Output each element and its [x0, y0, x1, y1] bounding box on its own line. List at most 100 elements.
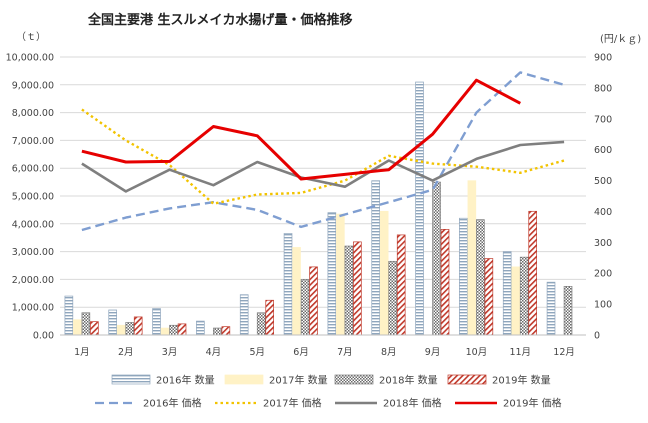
legend-label: 2019年 価格: [503, 397, 562, 410]
bar: [125, 322, 135, 336]
bar: [440, 229, 450, 336]
y-right-tick-label: 100: [594, 300, 612, 311]
bar: [511, 266, 521, 336]
bar: [546, 281, 556, 336]
x-tick-label: 2月: [118, 347, 134, 358]
y-left-tick-label: 0.00: [33, 331, 54, 342]
bar: [396, 234, 406, 336]
bar: [484, 258, 494, 336]
bar: [371, 180, 381, 336]
bar: [160, 327, 170, 336]
gridlines: [60, 56, 586, 336]
bar: [476, 219, 485, 336]
legend-label: 2019年 数量: [492, 374, 551, 387]
bar: [353, 241, 362, 336]
bar: [221, 326, 231, 336]
y-left-tick-label: 7,000.00: [12, 136, 54, 147]
legend-swatch: [111, 374, 151, 385]
bar: [467, 180, 477, 336]
y-left-tick-label: 8,000.00: [12, 108, 54, 119]
legend-swatch: [447, 374, 487, 385]
y-right-tick-label: 900: [594, 53, 612, 64]
y-left-unit: （ｔ）: [16, 31, 46, 43]
y-right-tick-label: 500: [594, 176, 612, 187]
bar: [265, 299, 275, 336]
bar: [108, 309, 118, 336]
bar: [177, 323, 187, 336]
legend: 2016年 数量 2017年 数量 2018年 数量 2019年 数量 2016年 価格…: [95, 374, 562, 410]
x-tick-label: 8月: [381, 347, 397, 358]
axes: 0.00 1,000.00 2,000.00 3,000.00 4,000.00 5,00…: [6, 53, 613, 359]
legend-swatch: [224, 374, 264, 385]
y-left-tick-label: 10,000.00: [6, 53, 54, 64]
y-right-unit: (円/ｋｇ): [600, 33, 641, 45]
x-tick-label: 4月: [206, 347, 222, 358]
bar: [169, 324, 178, 336]
x-tick-label: 9月: [425, 347, 441, 358]
series-line: [81, 108, 565, 205]
bar: [73, 319, 82, 336]
x-tick-label: 10月: [466, 347, 488, 358]
x-tick-label: 11月: [509, 347, 531, 358]
bar: [344, 245, 354, 336]
y-right-tick-label: 700: [594, 114, 612, 125]
bar: [239, 294, 249, 336]
legend-label: 2016年 価格: [143, 397, 202, 410]
bar: [379, 210, 389, 336]
y-right-tick-label: 300: [594, 238, 612, 249]
y-right-tick-label: 800: [594, 83, 612, 94]
bar-series: [64, 81, 573, 336]
y-right-tick-label: 200: [594, 269, 612, 280]
bar: [116, 324, 126, 336]
x-tick-label: 6月: [293, 347, 309, 358]
bar: [432, 181, 441, 336]
x-tick-label: 3月: [162, 347, 178, 358]
bar: [336, 213, 345, 336]
bar: [563, 286, 573, 336]
legend-label: 2018年 価格: [383, 397, 442, 410]
chart-title: 全国主要港 生スルメイカ水揚げ量・価格推移: [87, 12, 353, 28]
series-line: [81, 78, 521, 181]
bar: [309, 266, 318, 336]
bar: [519, 256, 529, 336]
bar: [388, 260, 398, 336]
legend-label: 2016年 数量: [156, 374, 215, 387]
y-right-tick-label: 600: [594, 145, 612, 156]
bar: [528, 210, 538, 336]
bar: [90, 321, 99, 336]
bar: [502, 251, 512, 336]
legend-label: 2018年 数量: [379, 374, 438, 387]
y-left-tick-label: 5,000.00: [12, 192, 54, 203]
y-left-tick-label: 2,000.00: [12, 275, 54, 286]
y-left-tick-label: 1,000.00: [12, 303, 54, 314]
y-left-tick-label: 3,000.00: [12, 247, 54, 258]
bar: [133, 316, 143, 336]
bar: [152, 308, 161, 336]
y-right-tick-label: 0: [594, 331, 600, 342]
bar: [283, 233, 293, 336]
bar: [459, 217, 468, 336]
bar: [196, 320, 205, 336]
bar: [327, 212, 337, 336]
series-line: [81, 71, 565, 232]
bar: [64, 295, 74, 336]
line-series: [81, 71, 565, 232]
legend-label: 2017年 価格: [263, 397, 322, 410]
y-left-tick-label: 6,000.00: [12, 164, 54, 175]
bar: [81, 312, 91, 336]
y-left-tick-label: 4,000.00: [12, 219, 54, 230]
series-line: [81, 140, 565, 193]
y-right-tick-label: 400: [594, 207, 612, 218]
bar: [415, 81, 424, 336]
bar: [256, 312, 266, 336]
x-tick-label: 5月: [249, 347, 265, 358]
legend-label: 2017年 数量: [269, 374, 328, 387]
bar: [213, 327, 222, 336]
x-tick-label: 7月: [337, 347, 353, 358]
bar: [300, 279, 310, 336]
legend-swatch: [334, 374, 374, 385]
x-tick-label: 12月: [553, 347, 575, 358]
x-tick-label: 1月: [74, 347, 90, 358]
